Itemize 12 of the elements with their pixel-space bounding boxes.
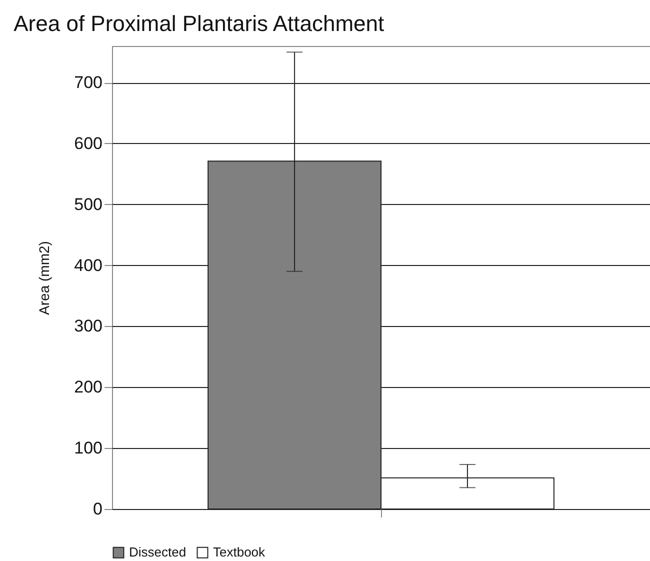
y-tick-label: 100 <box>74 438 102 458</box>
y-axis-title: Area (mm2) <box>36 241 52 315</box>
y-tick-label: 0 <box>93 500 102 518</box>
legend-label: Textbook <box>213 544 266 560</box>
y-tick-label: 700 <box>74 73 102 92</box>
y-tick-label: 600 <box>74 134 102 153</box>
y-tick-label: 300 <box>74 316 102 336</box>
y-tick-label: 400 <box>74 256 102 275</box>
y-tick-label: 200 <box>74 378 102 397</box>
y-tick-label: 500 <box>74 194 102 214</box>
chart-title: Area of Proximal Plantaris Attachment <box>14 11 384 36</box>
legend-label: Dissected <box>129 544 186 560</box>
